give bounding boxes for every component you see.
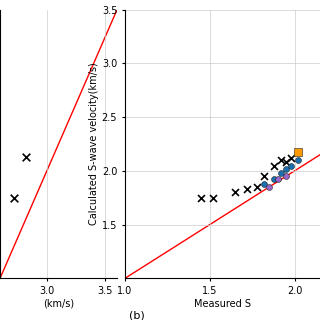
Point — [233, 190, 238, 195]
Point — [284, 174, 289, 179]
Point — [211, 195, 216, 200]
Point — [261, 181, 267, 186]
Point — [278, 171, 284, 176]
X-axis label: Measured S: Measured S — [194, 299, 251, 309]
Point — [199, 195, 204, 200]
Text: (b): (b) — [129, 311, 145, 320]
Point — [284, 160, 289, 165]
Point — [255, 184, 260, 189]
X-axis label: (km/s): (km/s) — [43, 299, 74, 309]
Point — [244, 187, 250, 192]
Point — [284, 166, 289, 171]
Point — [23, 155, 28, 160]
Point — [272, 177, 277, 182]
Point — [295, 149, 300, 154]
Point — [12, 195, 17, 200]
Point — [289, 163, 294, 168]
Y-axis label: Calculated S-wave velocity(km/s): Calculated S-wave velocity(km/s) — [89, 63, 99, 225]
Point — [267, 184, 272, 189]
Point — [295, 157, 300, 163]
Point — [278, 157, 284, 163]
Point — [289, 156, 294, 161]
Point — [261, 174, 267, 179]
Point — [272, 163, 277, 168]
Point — [275, 177, 280, 182]
